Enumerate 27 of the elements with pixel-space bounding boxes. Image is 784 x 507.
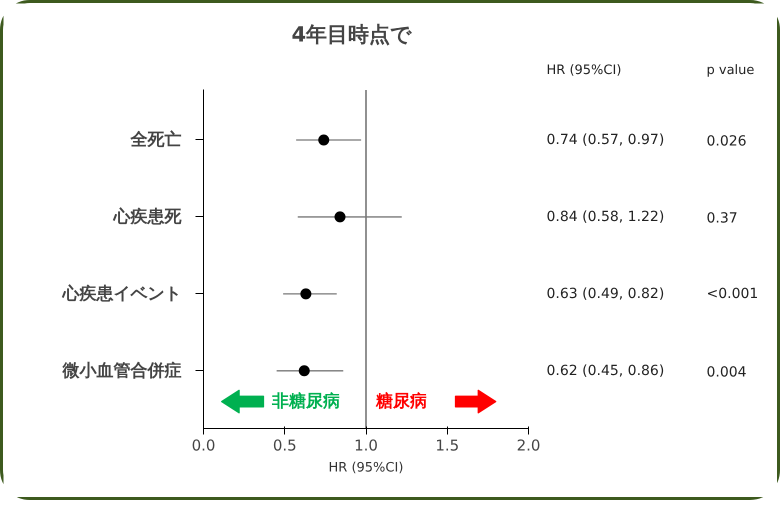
x-tick-label: 2.0 (516, 436, 540, 454)
x-tick-label: 0.0 (192, 436, 216, 454)
annotation: 非糖尿病 (270, 392, 340, 412)
point (318, 134, 330, 146)
x-axis-title: HR (95%CI) (328, 460, 404, 476)
text: 0.37 (706, 210, 738, 226)
point (334, 211, 346, 222)
text: 0.026 (706, 133, 747, 150)
data-label: 0.63 (0.49, 0.82) (546, 286, 664, 302)
data-label: 0.74 (0.57, 0.97) (546, 132, 664, 148)
text: 0.004 (706, 364, 747, 380)
y-tick-label: 全死亡 (130, 130, 182, 150)
x-tick-label: 1.0 (354, 436, 378, 454)
text: p value (706, 63, 754, 78)
text: <0.001 (706, 286, 758, 302)
point (300, 288, 312, 300)
point (298, 365, 310, 376)
y-tick-label: 心疾患死 (112, 206, 182, 227)
annotation: 糖尿病 (374, 392, 427, 412)
data-label: 0.84 (0.58, 1.22) (546, 208, 664, 225)
data-label: 0.62 (0.45, 0.86) (546, 362, 664, 379)
chart-title: 4年目時点で (292, 22, 412, 46)
y-tick-label: 微小血管合併症 (62, 360, 182, 381)
x-tick-label: 1.5 (435, 436, 460, 454)
x-tick-label: 0.5 (272, 436, 297, 454)
text: HR (95%CI) (546, 63, 622, 78)
y-tick-label: 心疾患イベント (62, 284, 182, 304)
